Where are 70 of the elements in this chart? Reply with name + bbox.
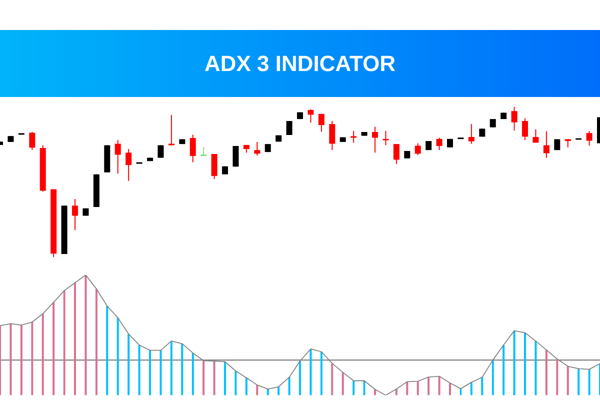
bar [10,324,12,396]
candlestick [329,120,336,151]
bar [20,325,22,396]
bar [481,377,484,396]
bar [320,352,322,396]
bar [288,377,290,396]
bar [256,384,258,396]
bar [170,341,172,396]
candlestick [382,130,389,146]
candlestick [168,114,174,146]
bar [224,362,226,396]
chart-title: ADX 3 INDICATOR [205,56,396,72]
bar [63,290,66,396]
bar [84,275,87,396]
candlestick [436,137,442,151]
bar [534,341,537,396]
bar [513,330,516,396]
bar [116,318,119,396]
bar [278,386,280,396]
bar [234,371,237,396]
candlestick [522,118,528,140]
candlestick [543,130,550,158]
bar [95,288,98,396]
candlestick [232,146,239,168]
bar [566,366,569,396]
candlestick [350,130,358,144]
bar [331,363,334,396]
candlestick [372,126,378,154]
bar [138,345,140,396]
candlestick [72,198,78,231]
bar [106,306,108,396]
bar [470,382,472,396]
bar [438,376,440,396]
bar [202,360,205,396]
candlestick [586,130,592,146]
bar [352,380,355,396]
candlestick [414,142,421,156]
candlestick [254,141,260,156]
bar [192,352,194,396]
bar [406,382,408,396]
bar [524,332,526,396]
candlestick [308,108,314,124]
bar [74,282,76,396]
bar [342,372,344,396]
bar [181,344,184,396]
bar [502,345,505,396]
bar [42,314,44,396]
bar [428,377,430,396]
candlestick [190,134,196,163]
candlestick [126,148,132,182]
candlestick [158,144,164,158]
bar [213,361,216,396]
bar [299,361,302,396]
candlestick [511,106,518,132]
bar [449,383,452,396]
candlestick [532,128,539,144]
bar [416,381,419,396]
candlestick [286,121,292,136]
candlestick [393,144,400,164]
candlestick [200,146,208,156]
candlestick [318,113,324,132]
candlestick [468,124,474,144]
bar [52,302,55,396]
bar [310,348,312,396]
bar [245,378,248,396]
bar [578,368,580,396]
bar [492,360,494,396]
candlestick [211,153,218,180]
candlestick [29,132,36,151]
candlestick [114,139,121,174]
